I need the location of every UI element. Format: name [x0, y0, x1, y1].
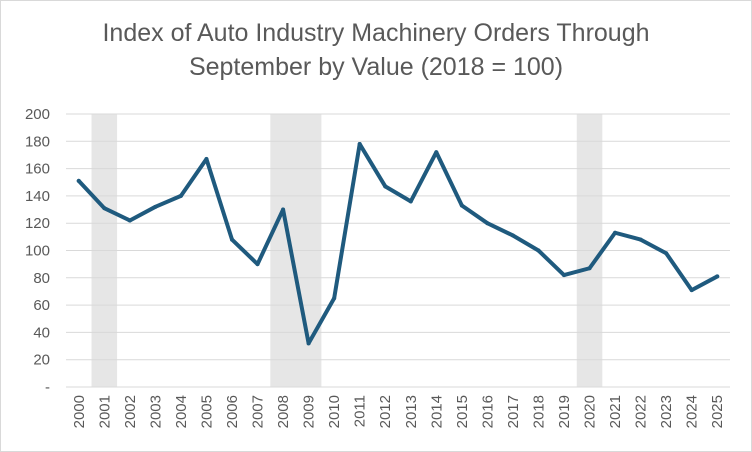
- x-tick-label: 2005: [198, 395, 215, 428]
- y-tick-label: 160: [25, 161, 50, 178]
- data-point: [536, 248, 541, 253]
- x-tick-label: 2001: [96, 395, 113, 428]
- x-tick-label: 2022: [633, 395, 650, 428]
- x-tick-label: 2016: [479, 395, 496, 428]
- y-tick-label: 140: [25, 188, 50, 205]
- x-tick-label: 2009: [301, 395, 318, 428]
- x-tick-label: 2008: [275, 395, 292, 428]
- data-point: [510, 233, 515, 238]
- data-point: [102, 206, 107, 211]
- x-tick-label: 2000: [71, 395, 88, 428]
- x-tick-label: 2023: [658, 395, 675, 428]
- y-tick-label: 20: [33, 352, 50, 369]
- data-point: [434, 150, 439, 155]
- x-tick-label: 2002: [122, 395, 139, 428]
- data-point: [127, 218, 132, 223]
- y-tick-label: 80: [33, 270, 50, 287]
- y-tick-label: 40: [33, 324, 50, 341]
- x-tick-label: 2011: [352, 395, 369, 427]
- data-point: [76, 178, 81, 183]
- data-point: [408, 199, 413, 204]
- x-tick-label: 2013: [403, 395, 420, 428]
- data-point: [204, 157, 209, 162]
- chart-title: Index of Auto Industry Machinery Orders …: [0, 16, 752, 84]
- data-point: [562, 273, 566, 278]
- x-tick-label: 2010: [326, 395, 343, 428]
- y-tick-label: -: [45, 379, 50, 396]
- data-point: [332, 296, 337, 301]
- x-tick-label: 2006: [224, 395, 241, 428]
- y-tick-label: 60: [33, 297, 50, 314]
- x-tick-label: 2018: [530, 395, 547, 428]
- x-tick-label: 2025: [709, 395, 726, 428]
- x-tick-label: 2024: [684, 395, 701, 428]
- data-point: [459, 203, 464, 208]
- data-point: [485, 221, 490, 226]
- x-tick-label: 2021: [607, 395, 624, 428]
- data-point: [383, 184, 388, 189]
- x-tick-label: 2015: [454, 395, 471, 428]
- y-axis-ticks-group: - 20 40 60 80 100 120 140 160 180 200: [25, 106, 50, 396]
- y-tick-label: 100: [25, 243, 50, 260]
- data-point: [230, 237, 234, 242]
- data-point: [664, 251, 669, 256]
- chart-title-line-1: Index of Auto Industry Machinery Orders …: [102, 19, 650, 47]
- x-tick-label: 2020: [582, 395, 599, 428]
- data-point: [613, 230, 618, 235]
- data-point: [153, 204, 158, 209]
- series-group: [76, 142, 720, 346]
- x-tick-label: 2014: [428, 395, 445, 428]
- series-line-1: [76, 142, 720, 346]
- x-tick-label: 2019: [556, 395, 573, 428]
- data-point: [715, 274, 720, 279]
- data-point: [357, 142, 362, 147]
- chart-title-line-2: September by Value (2018 = 100): [188, 53, 564, 81]
- gridlines-group: [66, 113, 730, 388]
- y-tick-label: 120: [25, 215, 50, 232]
- data-point: [281, 207, 286, 212]
- data-point: [587, 266, 592, 271]
- data-point: [255, 262, 260, 267]
- data-point: [178, 193, 183, 198]
- data-point: [306, 341, 311, 346]
- x-tick-label: 2003: [147, 395, 164, 428]
- x-tick-label: 2004: [173, 395, 190, 428]
- y-tick-label: 200: [25, 106, 50, 123]
- x-tick-label: 2012: [377, 395, 394, 428]
- data-point: [689, 288, 694, 293]
- x-tick-label: 2017: [505, 395, 522, 428]
- data-point: [638, 237, 643, 242]
- x-tick-label: 2007: [250, 395, 267, 428]
- y-tick-label: 180: [25, 133, 50, 150]
- x-axis-ticks-group: 2000 2001 2002 2003 2004 2005 2006 2007 2008 2009…: [71, 395, 726, 428]
